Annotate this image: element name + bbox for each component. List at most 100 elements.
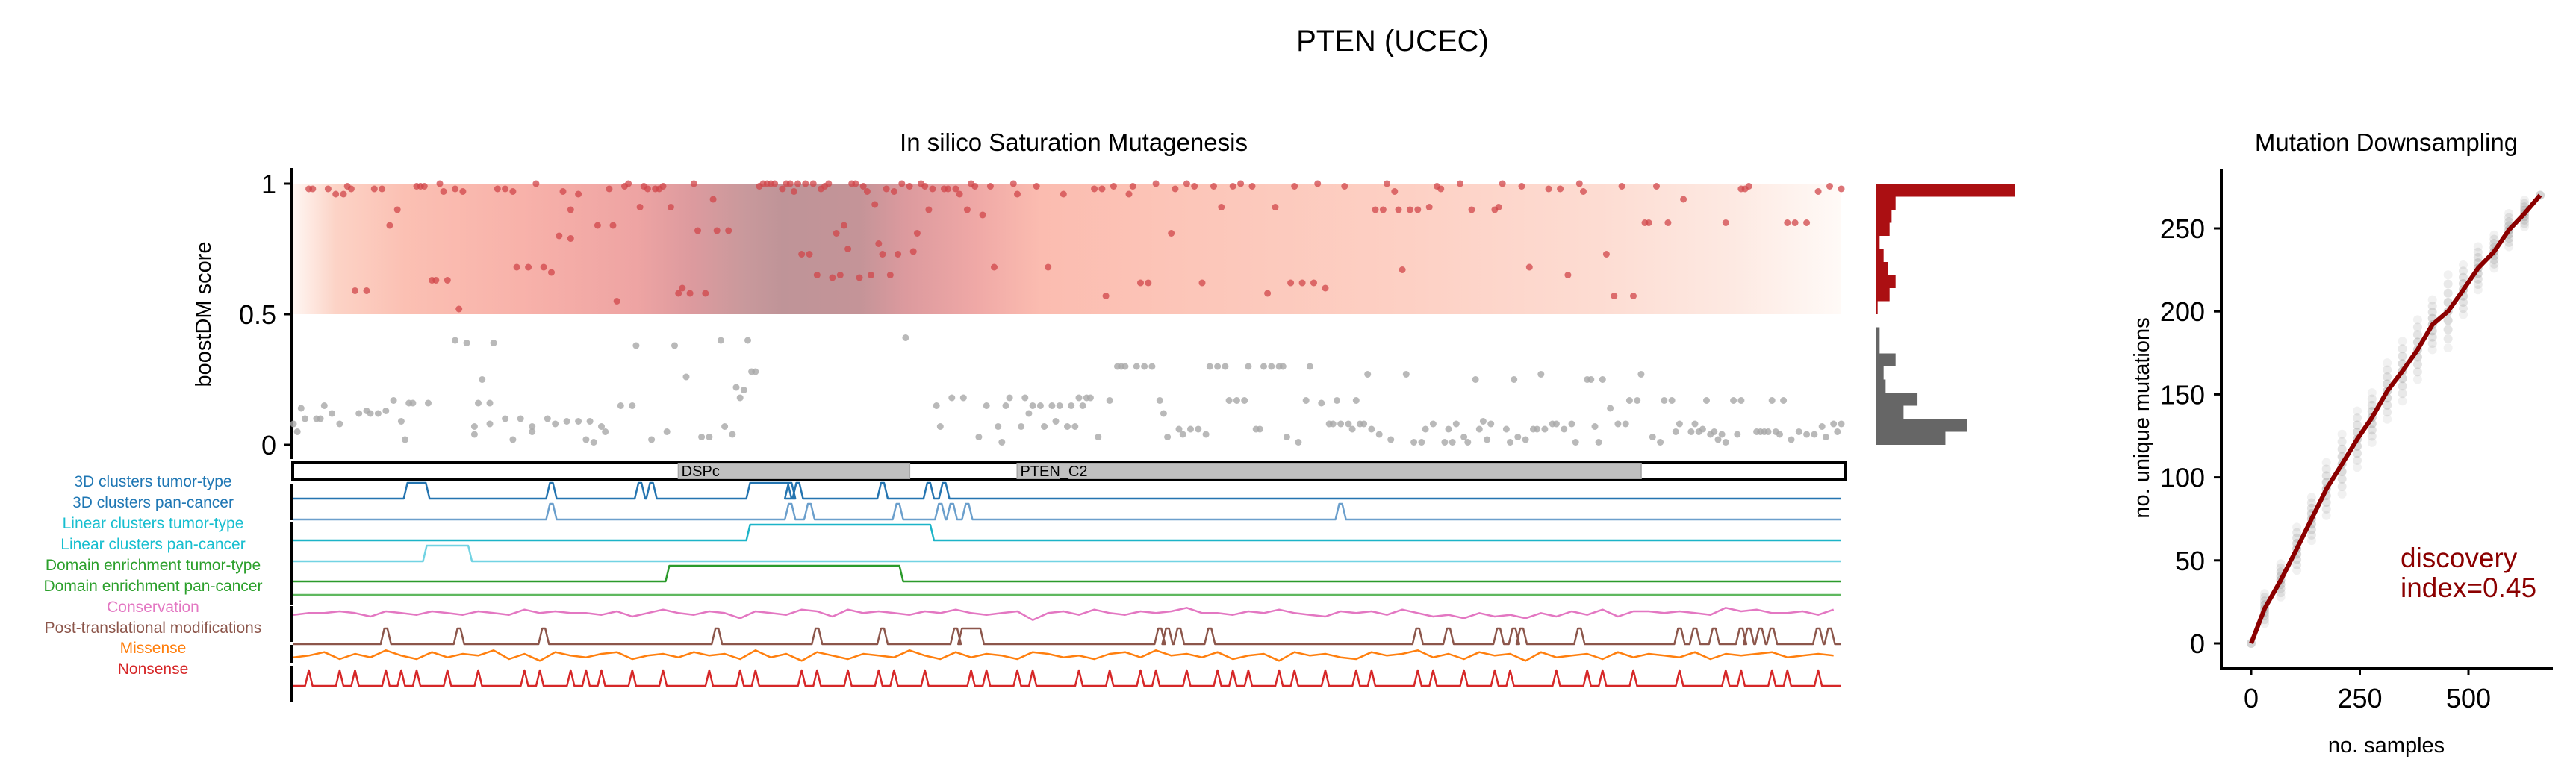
passenger-point	[486, 399, 494, 407]
passenger-point	[1661, 397, 1668, 404]
passenger-point	[1225, 397, 1233, 404]
y-tick-label: 100	[2160, 463, 2205, 493]
driver-point	[1172, 185, 1179, 193]
passenger-point	[1402, 371, 1410, 378]
passenger-point	[1133, 363, 1140, 370]
passenger-point	[1622, 420, 1629, 428]
passenger-point	[1202, 431, 1210, 438]
passenger-point	[1334, 397, 1340, 404]
driver-point	[991, 263, 998, 271]
passenger-point	[1803, 431, 1811, 438]
passenger-point	[1441, 439, 1449, 446]
passenger-point	[1479, 418, 1487, 425]
driver-point	[1218, 204, 1225, 210]
track-label: Linear clusters tumor-type	[63, 515, 244, 532]
passenger-point	[563, 418, 570, 425]
driver-point	[1298, 279, 1306, 287]
driver-point	[1322, 284, 1329, 292]
driver-point	[1248, 183, 1256, 190]
passenger-point	[1472, 376, 1479, 383]
track-line	[293, 523, 1841, 542]
passenger-point	[1838, 420, 1845, 428]
driver-point	[883, 185, 890, 193]
passenger-point	[502, 415, 509, 422]
driver-point	[324, 185, 332, 193]
passenger-point	[367, 410, 374, 417]
replicate-point	[2383, 400, 2392, 410]
passenger-point	[1195, 425, 1202, 433]
passenger-point	[1279, 363, 1287, 370]
passenger-point	[1375, 431, 1383, 438]
track-line	[293, 649, 1834, 662]
passenger-point	[1214, 363, 1222, 370]
passenger-point	[552, 420, 559, 428]
replicate-point	[2276, 592, 2286, 602]
driver-point	[1125, 190, 1133, 198]
passenger-point	[1788, 436, 1795, 443]
passenger-point	[1780, 397, 1788, 404]
passenger-point	[1637, 371, 1645, 378]
passenger-point	[1418, 439, 1425, 446]
driver-point	[1602, 251, 1610, 258]
driver-point	[332, 190, 340, 198]
track-line	[293, 564, 1841, 583]
track-line	[293, 481, 1841, 500]
passenger-point	[717, 337, 724, 344]
passenger-point	[948, 394, 956, 402]
replicate-point	[2504, 217, 2514, 227]
passenger-point	[470, 431, 478, 438]
driver-point	[859, 183, 867, 190]
replicate-point	[2367, 437, 2377, 447]
driver-point	[575, 190, 582, 198]
passenger-point	[490, 340, 497, 346]
driver-point	[971, 183, 979, 190]
passenger-point	[1764, 428, 1772, 435]
replicate-point	[2398, 396, 2407, 406]
replicate-point	[2459, 266, 2468, 276]
downsampling-axes: 0 50 100 150 200 250 0 250 500	[2160, 169, 2553, 714]
driver-point	[1137, 279, 1144, 287]
passenger-point	[1730, 397, 1737, 404]
passenger-point	[1306, 363, 1313, 370]
y-tick-label: 200	[2160, 296, 2205, 327]
passenger-point	[1607, 405, 1614, 412]
passenger-point	[663, 428, 671, 435]
passenger-point	[1048, 402, 1056, 409]
passenger-point	[729, 431, 736, 438]
passenger-point	[486, 420, 494, 428]
driver-point	[1229, 183, 1236, 190]
driver-point	[1457, 180, 1463, 187]
passenger-point	[1691, 420, 1699, 428]
driver-point	[1437, 185, 1445, 193]
driver-point	[898, 180, 906, 187]
x-tick-label: 500	[2446, 683, 2491, 714]
driver-point	[786, 180, 794, 187]
passenger-point	[390, 397, 397, 404]
driver-point	[921, 183, 929, 190]
passenger-point	[1156, 397, 1163, 404]
replicate-point	[2353, 463, 2362, 472]
passenger-point	[409, 399, 417, 407]
passenger-point	[1625, 397, 1633, 404]
downsampling-replicates	[2247, 190, 2545, 648]
driver-point	[309, 185, 317, 193]
driver-point	[1191, 183, 1198, 190]
track-label: Missense	[120, 640, 187, 657]
passenger-point	[374, 410, 382, 417]
passenger-point	[425, 399, 432, 407]
passenger-point	[1233, 397, 1240, 404]
driver-point	[659, 183, 667, 190]
passenger-point	[317, 415, 324, 422]
driver-point	[794, 180, 801, 187]
driver-point	[452, 185, 459, 193]
y-tick-label: 0.5	[239, 299, 276, 330]
track-label: Domain enrichment pan-cancer	[44, 578, 263, 595]
driver-point	[895, 251, 902, 258]
driver-point	[1630, 293, 1637, 299]
driver-point	[1525, 263, 1533, 271]
downsampling-curve	[2249, 193, 2542, 645]
driver-point	[1814, 188, 1822, 195]
passenger-point	[1634, 397, 1641, 404]
passenger-point	[1795, 428, 1802, 435]
replicate-point	[2443, 343, 2453, 353]
